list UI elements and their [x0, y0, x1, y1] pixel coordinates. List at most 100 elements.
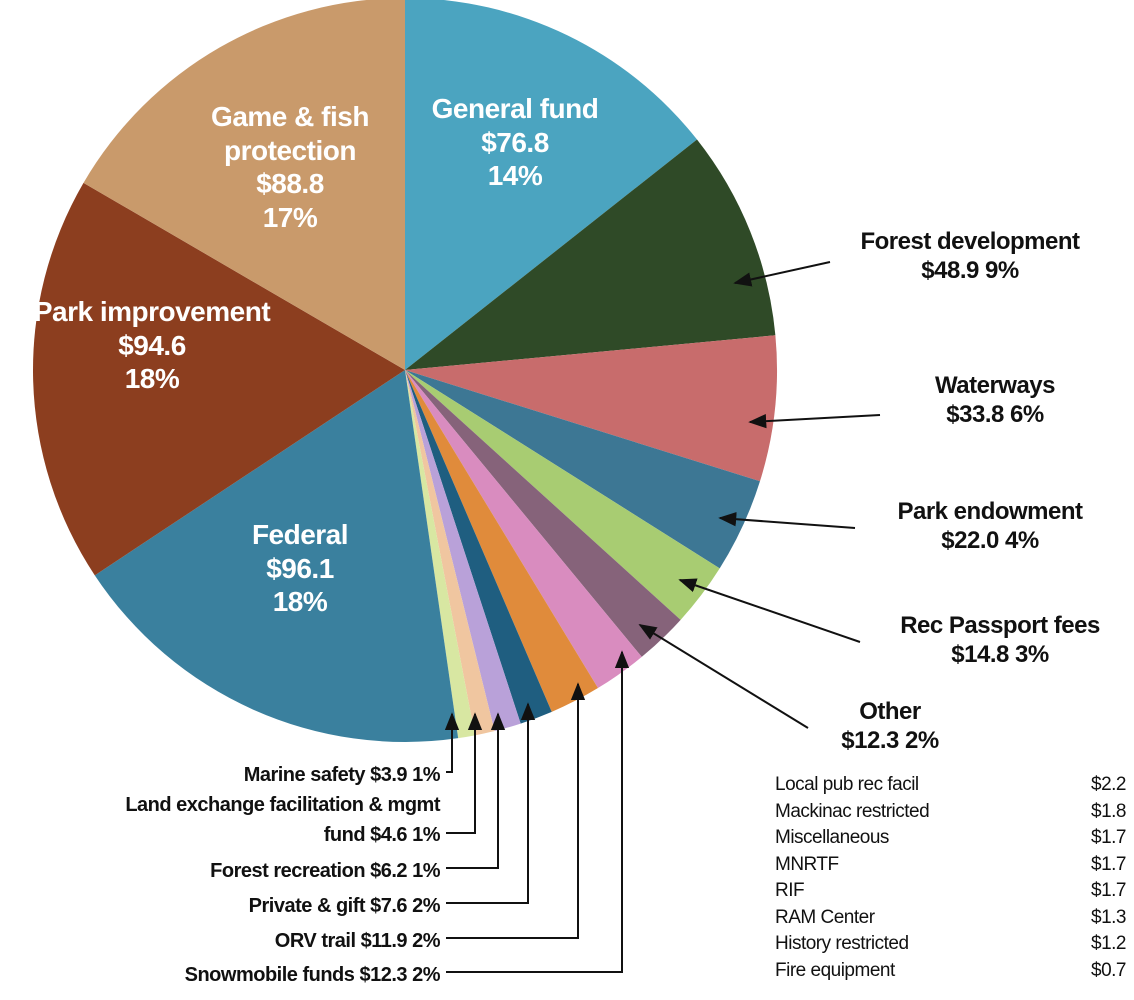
leader-arrow [444, 712, 460, 773]
slice-name: Park improvement [33, 296, 271, 327]
slice-value: $7.6 [370, 895, 408, 917]
other-item-name: History restricted [775, 933, 909, 954]
other-item-value: $2.2 [1091, 774, 1126, 795]
other-item-name: RAM Center [775, 906, 875, 928]
pie-slice [405, 335, 777, 482]
leader-arrow [446, 712, 483, 834]
slice-percent: 14% [487, 160, 543, 192]
slice-value: $94.6 [118, 329, 186, 361]
slice-label: Land exchange facilitation & mgmt fund $… [100, 790, 440, 850]
slice-percent: 18% [272, 586, 328, 618]
slice-value: $33.8 [946, 400, 1004, 428]
pie-slice [33, 182, 406, 576]
pie-slice [405, 139, 776, 370]
other-item-value: $1.3 [1091, 906, 1126, 928]
slice-label: Rec Passport fees $14.8 3% [840, 612, 1134, 670]
slice-name: Waterways [935, 372, 1056, 399]
slice-percent: 2% [412, 930, 440, 952]
other-item-name: RIF [775, 880, 805, 901]
slice-value: $12.3 [359, 964, 408, 986]
pie-slice [405, 370, 720, 620]
slice-name: Game & fish protection [211, 101, 369, 166]
slice-label: Marine safety $3.9 1% [20, 760, 441, 790]
slice-name: Park endowment [897, 498, 1083, 525]
slice-percent: 2% [412, 964, 440, 986]
slice-label: Park improvement $94.6 18% [17, 295, 287, 396]
slice-percent: 1% [412, 860, 440, 882]
other-item-value: $1.7 [1091, 880, 1126, 901]
slice-label: General fund $76.8 14% [425, 92, 605, 193]
other-item-value: $1.8 [1091, 800, 1126, 822]
slice-name: Forest development [860, 228, 1080, 255]
other-item-name: MNRTF [775, 853, 839, 875]
leader-arrow [446, 702, 536, 904]
pie-slice [405, 370, 760, 569]
slice-label: Park endowment $22.0 4% [830, 498, 1134, 556]
slice-value: $48.9 [921, 256, 979, 284]
slice-value: $11.9 [360, 930, 408, 952]
slice-percent: 18% [124, 363, 180, 395]
slice-value: $3.9 [370, 764, 408, 786]
other-item-name: Local pub rec facil [775, 774, 919, 795]
slice-value: $22.0 [941, 526, 999, 554]
slice-percent: 6% [1010, 400, 1044, 428]
slice-value: $14.8 [951, 640, 1009, 668]
pie-slice [405, 370, 475, 739]
slice-label: Game & fish protection $88.8 17% [170, 100, 410, 234]
leader-arrow [733, 261, 831, 287]
slice-name: Rec Passport fees [900, 612, 1100, 639]
other-item-value: $1.7 [1091, 827, 1126, 848]
slice-name: ORV trail [274, 930, 356, 952]
slice-percent: 2% [905, 726, 939, 754]
slice-label: Private & gift $7.6 2% [20, 891, 441, 921]
slice-label: Waterways $33.8 6% [835, 372, 1134, 430]
pie-slice [405, 370, 598, 712]
slice-percent: 9% [985, 256, 1019, 284]
slice-name: Marine safety [243, 764, 366, 786]
pie-slice [405, 370, 495, 736]
other-item-name: Mackinac restricted [775, 800, 930, 822]
leader-arrow [446, 712, 506, 869]
pie-slice [405, 370, 642, 689]
leader-arrow [638, 624, 809, 729]
slice-name: Private & gift [248, 895, 366, 917]
slice-percent: 1% [412, 824, 440, 846]
leader-arrow [446, 682, 586, 939]
slice-value: $12.3 [841, 726, 899, 754]
pie-slice [83, 0, 405, 370]
pie-slice [405, 370, 521, 732]
slice-label: Other $12.3 2% [730, 698, 1050, 756]
leader-arrow [446, 650, 630, 973]
slice-label: Snowmobile funds $12.3 2% [20, 960, 441, 990]
slice-percent: 4% [1005, 526, 1039, 554]
pie-slice [405, 370, 681, 657]
slice-percent: 17% [262, 201, 318, 233]
slice-value: $6.2 [370, 860, 408, 882]
leader-arrow [678, 578, 861, 643]
slice-value: $76.8 [481, 126, 549, 158]
slice-name: Other [859, 698, 921, 725]
leader-arrow [748, 413, 881, 429]
slice-percent: 3% [1015, 640, 1049, 668]
slice-label: Federal $96.1 18% [200, 518, 400, 619]
slice-name: Snowmobile funds [184, 964, 355, 986]
pie-slice [94, 370, 459, 742]
slice-name: Forest recreation [210, 860, 366, 882]
pie-slice [405, 370, 552, 724]
slice-percent: 1% [412, 764, 440, 786]
other-item-value: $1.2 [1091, 933, 1126, 954]
slice-percent: 2% [412, 895, 440, 917]
slice-label: Forest recreation $6.2 1% [20, 856, 440, 886]
slice-name: Federal [251, 519, 349, 550]
slice-value: $88.8 [256, 168, 324, 200]
pie-slice [405, 0, 698, 370]
other-item-value: $1.7 [1091, 853, 1126, 875]
slice-value: $96.1 [266, 552, 334, 584]
other-item-name: Fire equipment [775, 959, 895, 981]
slice-label: Forest development $48.9 9% [810, 228, 1130, 286]
other-item-name: Miscellaneous [775, 827, 889, 848]
slice-label: ORV trail $11.9 2% [20, 926, 441, 956]
slice-name: Land exchange facilitation & mgmt fund [125, 794, 440, 846]
